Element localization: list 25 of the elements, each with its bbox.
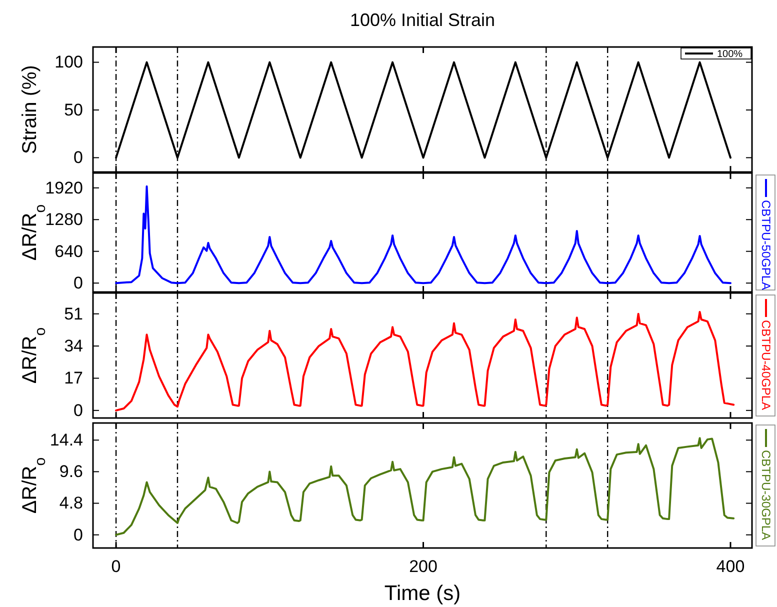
y-tick-label: 50 [64,100,83,120]
y-tick-label: 4.8 [59,494,83,513]
y-tick-label: 640 [54,242,83,261]
y-tick-label: 34 [64,336,83,356]
x-tick-label: 400 [716,557,745,576]
text: CBTPU-50GPLA [759,200,773,290]
y-tick-label: 17 [64,368,83,388]
y-tick-label: 0 [74,400,83,420]
y-tick-label: 9.6 [59,462,83,482]
y-tick-label: 0 [74,525,83,544]
y-tick-label: 1280 [45,210,83,230]
y-tick-label: 14.4 [50,430,83,450]
x-tick-label: 200 [409,557,438,576]
text: CBTPU-30GPLA [759,450,773,540]
y-tick-label: 0 [74,148,83,168]
x-tick-label: 0 [111,557,121,576]
chart-title: 100% Initial Strain [350,10,496,30]
legend-label: CBTPU-40GPLA [759,320,773,410]
y-tick-label: 51 [64,304,83,324]
x-axis-title: Time (s) [384,582,461,605]
y-tick-label: 1920 [45,178,83,198]
y-axis-title: Strain (%) [19,65,41,154]
y-tick-label: 100 [54,52,83,72]
y-tick-label: 0 [74,274,83,293]
legend-label: 100% [717,49,743,60]
